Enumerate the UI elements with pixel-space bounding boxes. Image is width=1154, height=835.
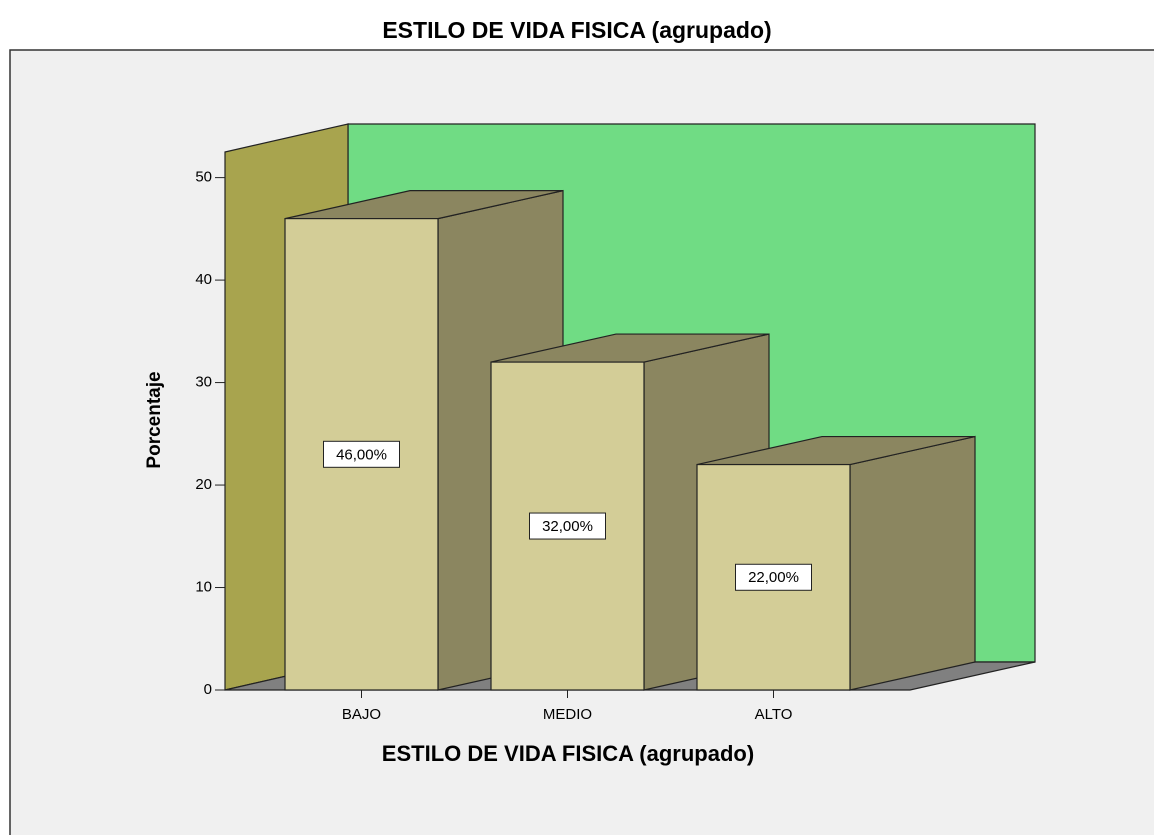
x-axis-label: ESTILO DE VIDA FISICA (agrupado) — [382, 741, 754, 766]
y-tick-label: 20 — [195, 476, 212, 493]
x-tick-label: ALTO — [755, 706, 793, 723]
x-tick-label: BAJO — [342, 706, 381, 723]
chart-title: ESTILO DE VIDA FISICA (agrupado) — [382, 17, 771, 43]
value-label: 22,00% — [748, 569, 799, 586]
value-label: 32,00% — [542, 518, 593, 535]
value-label-box — [735, 563, 812, 591]
y-tick-label: 10 — [195, 578, 212, 595]
value-label-box — [529, 512, 606, 540]
value-label: 46,00% — [336, 446, 387, 463]
value-label-box — [323, 440, 400, 468]
y-tick-label: 50 — [195, 169, 212, 186]
y-tick-label: 40 — [195, 271, 212, 288]
y-tick-label: 0 — [204, 681, 212, 698]
x-tick-label: MEDIO — [543, 706, 592, 723]
y-axis-label: Porcentaje — [144, 371, 165, 468]
y-tick-label: 30 — [195, 374, 212, 391]
bar-side — [849, 435, 976, 691]
